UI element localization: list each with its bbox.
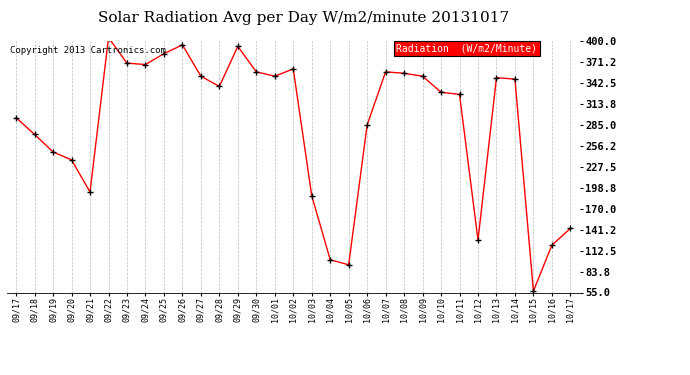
Text: Solar Radiation Avg per Day W/m2/minute 20131017: Solar Radiation Avg per Day W/m2/minute … — [98, 11, 509, 25]
Text: Copyright 2013 Cartronics.com: Copyright 2013 Cartronics.com — [10, 46, 166, 55]
Text: Radiation  (W/m2/Minute): Radiation (W/m2/Minute) — [396, 44, 538, 54]
